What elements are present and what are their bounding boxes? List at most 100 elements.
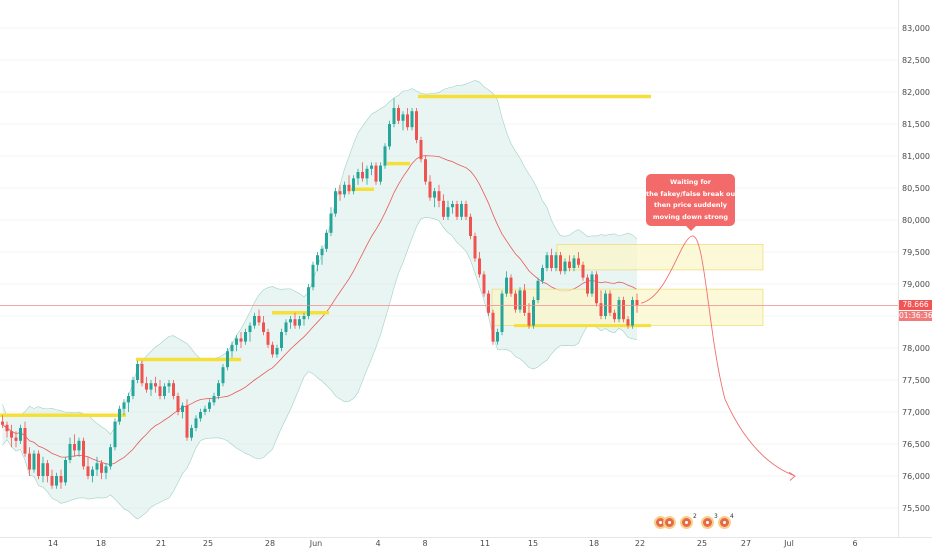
time-tick-label: 6 xyxy=(852,539,857,548)
time-tick-label: 14 xyxy=(48,539,58,548)
candle-body xyxy=(442,200,445,217)
candle-body xyxy=(635,300,639,306)
time-tick-label: 27 xyxy=(741,539,751,548)
price-tick-label: 78,000 xyxy=(902,344,930,353)
current-price-label: 78.666 xyxy=(899,300,932,310)
event-icon[interactable] xyxy=(663,516,676,529)
candle-body xyxy=(289,319,292,323)
annotation-line: moving down strong xyxy=(652,212,729,221)
candle-body xyxy=(266,332,270,345)
candle-body xyxy=(622,300,625,320)
candle-body xyxy=(415,111,418,140)
candlestick-series xyxy=(1,98,639,489)
candle-body xyxy=(293,319,297,326)
candle-body xyxy=(19,428,22,441)
horizontal-levels xyxy=(0,94,651,417)
price-tick-label: 80,500 xyxy=(902,184,930,193)
candle-body xyxy=(316,255,319,265)
candle-body xyxy=(122,402,126,409)
candle-body xyxy=(64,460,67,483)
candle-body xyxy=(230,344,234,352)
price-tick-label: 79,000 xyxy=(902,280,930,289)
candle-body xyxy=(581,264,585,278)
band-fill xyxy=(2,80,637,520)
candle-body xyxy=(194,418,198,428)
candle-body xyxy=(118,408,121,422)
candle-body xyxy=(577,258,580,265)
candle-body xyxy=(496,332,499,342)
candle-body xyxy=(307,287,310,316)
candle-body xyxy=(28,453,31,470)
candle-body xyxy=(95,463,99,470)
candle-body xyxy=(203,408,207,412)
candle-body xyxy=(208,402,211,409)
candle-body xyxy=(82,440,85,467)
candle-body xyxy=(221,367,225,384)
candle-body xyxy=(253,316,256,326)
time-axis[interactable]: 14 18 21 25 28 Jun 4 8 11 15 18 22 25 27 Jul 6 xyxy=(48,539,858,548)
event-icon[interactable] xyxy=(718,516,731,529)
time-tick-label: 18 xyxy=(96,539,106,548)
candle-body xyxy=(338,191,342,195)
candle-body xyxy=(374,165,378,182)
price-tick-label: 81,000 xyxy=(902,152,930,161)
candle-body xyxy=(563,261,567,272)
price-tick-label: 82,000 xyxy=(902,88,930,97)
candle-body xyxy=(23,428,27,454)
candle-body xyxy=(397,108,400,121)
time-tick-label: 15 xyxy=(528,539,538,548)
candle-body xyxy=(392,108,396,124)
price-tick-label: 82,500 xyxy=(902,56,930,65)
candle-body xyxy=(199,412,202,419)
candle-body xyxy=(275,348,279,355)
candle-body xyxy=(608,293,612,313)
candle-body xyxy=(370,165,373,169)
event-count: 3 xyxy=(714,513,718,520)
candle-body xyxy=(172,383,175,396)
candle-body xyxy=(433,191,436,198)
candle-body xyxy=(149,383,153,390)
candle-body xyxy=(59,476,63,483)
candle-body xyxy=(437,191,441,201)
candle-body xyxy=(455,204,459,217)
time-tick-label: 4 xyxy=(375,539,380,548)
candle-body xyxy=(73,444,76,451)
candle-body xyxy=(86,466,90,476)
time-tick-label: 25 xyxy=(203,539,213,548)
candle-body xyxy=(365,168,369,179)
candle-body xyxy=(478,258,481,275)
candle-body xyxy=(487,293,490,313)
candle-body xyxy=(158,386,162,396)
candle-body xyxy=(410,111,414,128)
candle-body xyxy=(347,184,351,192)
candle-body xyxy=(505,277,508,294)
candle-body xyxy=(1,421,4,425)
candle-body xyxy=(532,300,535,326)
candle-body xyxy=(464,204,468,217)
candle-body xyxy=(239,338,243,342)
candle-body xyxy=(14,437,18,441)
candle-body xyxy=(190,428,193,438)
event-icon[interactable] xyxy=(701,516,714,529)
candle-body xyxy=(424,159,427,182)
range-zone xyxy=(556,244,764,271)
candle-body xyxy=(68,444,72,460)
price-tick-label: 75,500 xyxy=(902,504,930,513)
forecast-arrow xyxy=(640,235,796,481)
candle-body xyxy=(482,274,486,294)
candle-body xyxy=(257,316,261,323)
candle-body xyxy=(32,453,36,470)
price-tick-label: 76,000 xyxy=(902,472,930,481)
time-tick-label: 28 xyxy=(265,539,275,548)
event-icon[interactable] xyxy=(680,516,693,529)
candle-body xyxy=(604,293,607,316)
candle-body xyxy=(559,255,562,272)
candle-body xyxy=(568,261,571,268)
candle-body xyxy=(41,463,45,476)
candle-body xyxy=(388,124,391,147)
candle-body xyxy=(541,268,544,281)
price-axis[interactable]: 75,50076,00076,50077,00077,50078,00078,5… xyxy=(902,24,930,513)
candle-body xyxy=(428,181,432,198)
forecast-path xyxy=(640,235,796,477)
